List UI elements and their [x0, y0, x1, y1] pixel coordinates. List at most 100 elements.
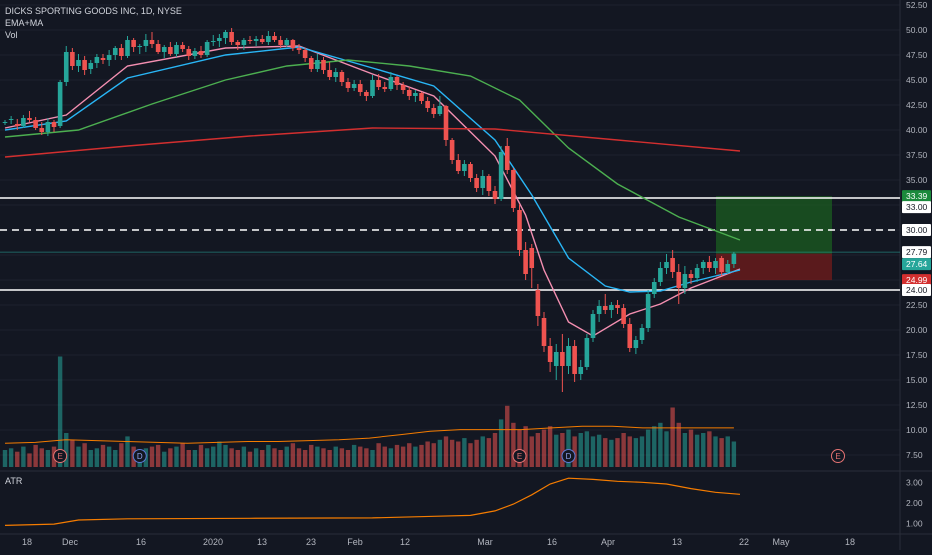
- candle-body: [180, 45, 185, 49]
- price-tag-target[interactable]: 33.39: [902, 190, 931, 203]
- candle: [315, 54, 320, 72]
- candle-body: [609, 305, 614, 310]
- candle: [33, 117, 38, 130]
- volume-bar: [456, 441, 461, 467]
- volume-bar: [211, 446, 216, 467]
- candle: [272, 32, 277, 42]
- candle: [474, 174, 479, 192]
- candle-body: [259, 39, 265, 42]
- volume-bar: [688, 429, 694, 467]
- candle-body: [400, 85, 406, 90]
- candle-body: [498, 152, 504, 199]
- candle-body: [57, 82, 63, 126]
- volume-bar: [70, 439, 75, 467]
- candle: [94, 54, 100, 68]
- candle: [492, 186, 498, 204]
- event-marker-e[interactable]: E: [512, 449, 527, 463]
- candle-body: [210, 41, 216, 42]
- volume-bar: [327, 450, 332, 467]
- price-tag-level[interactable]: 30.00: [902, 224, 931, 236]
- candle-body: [247, 40, 253, 41]
- candle: [278, 36, 283, 48]
- candle-body: [627, 324, 633, 348]
- candle: [63, 46, 69, 86]
- volume-bar: [27, 453, 32, 467]
- candle: [406, 87, 412, 100]
- volume-bar: [535, 433, 541, 467]
- price-axis[interactable]: 7.5010.0012.5015.0017.5020.0022.5025.002…: [902, 0, 931, 529]
- price-tick-label: 12.50: [906, 400, 928, 410]
- candle: [223, 30, 228, 44]
- candle-body: [553, 352, 559, 366]
- candle: [713, 258, 718, 274]
- volume-bar: [584, 431, 590, 467]
- event-marker-e[interactable]: E: [831, 449, 845, 463]
- candle-body: [468, 164, 473, 178]
- event-marker-d[interactable]: D: [561, 449, 576, 463]
- candle-body: [578, 367, 584, 374]
- candle-body: [339, 72, 345, 82]
- atr-tick-label: 2.00: [906, 498, 923, 508]
- event-marker-label: D: [566, 452, 572, 461]
- price-tag-stop[interactable]: 24.99: [902, 274, 931, 287]
- symbol-title: DICKS SPORTING GOODS INC, 1D, NYSE: [5, 6, 182, 16]
- candle: [302, 48, 308, 62]
- candle: [82, 56, 87, 75]
- price-tag-last[interactable]: 27.64: [902, 258, 931, 271]
- volume-bar: [572, 436, 577, 467]
- candle: [204, 40, 210, 57]
- price-tag-level[interactable]: 27.79: [902, 246, 931, 259]
- candle: [345, 78, 351, 92]
- price-tag-level[interactable]: 24.00: [902, 284, 931, 296]
- candle-body: [590, 314, 596, 338]
- ma-200-line: [4, 127, 741, 158]
- atr-tick-label: 1.00: [906, 519, 923, 529]
- candle: [39, 122, 45, 135]
- candle-body: [321, 60, 326, 70]
- volume-bar: [498, 419, 504, 467]
- candle: [174, 42, 179, 57]
- candle: [296, 44, 302, 54]
- candle-body: [82, 60, 87, 70]
- event-marker-d[interactable]: D: [132, 449, 147, 463]
- candle-body: [131, 40, 136, 47]
- candle: [125, 36, 130, 58]
- volume-bar: [505, 405, 510, 467]
- candle-body: [63, 52, 69, 82]
- candle: [670, 250, 675, 278]
- candle: [547, 338, 553, 372]
- volume-bar: [339, 448, 345, 467]
- volume-bar: [229, 448, 234, 467]
- ma-50-line: [4, 59, 741, 241]
- candle: [529, 244, 535, 288]
- volume-bar: [578, 433, 583, 467]
- candle-body: [302, 50, 308, 58]
- price-tag-box: [902, 274, 931, 287]
- candle: [106, 50, 112, 66]
- volume-bar: [376, 443, 381, 467]
- price-tag-level[interactable]: 33.00: [902, 201, 931, 214]
- candle-body: [449, 140, 455, 160]
- candle: [658, 262, 663, 286]
- volume-bar: [364, 448, 369, 467]
- candle-body: [198, 51, 204, 55]
- time-axis[interactable]: 18 Dec 16 2020 13 23 Feb 12 Mar 16 Apr 13 22 May 18: [22, 537, 855, 547]
- candle: [112, 46, 118, 60]
- candle-body: [547, 346, 553, 362]
- volume-bar: [82, 443, 87, 467]
- candle-body: [14, 124, 20, 126]
- event-marker-label: E: [57, 452, 62, 461]
- event-marker-e[interactable]: E: [53, 449, 68, 463]
- candle-body: [639, 328, 645, 340]
- candle: [161, 45, 167, 58]
- volume-bar: [621, 433, 626, 467]
- volume-bar: [517, 429, 522, 467]
- horizontal-levels[interactable]: [0, 197, 900, 291]
- volume-bar: [633, 438, 639, 467]
- candle: [609, 302, 614, 318]
- candle-body: [253, 39, 259, 41]
- candle: [707, 256, 712, 272]
- moving-averages: [4, 45, 741, 337]
